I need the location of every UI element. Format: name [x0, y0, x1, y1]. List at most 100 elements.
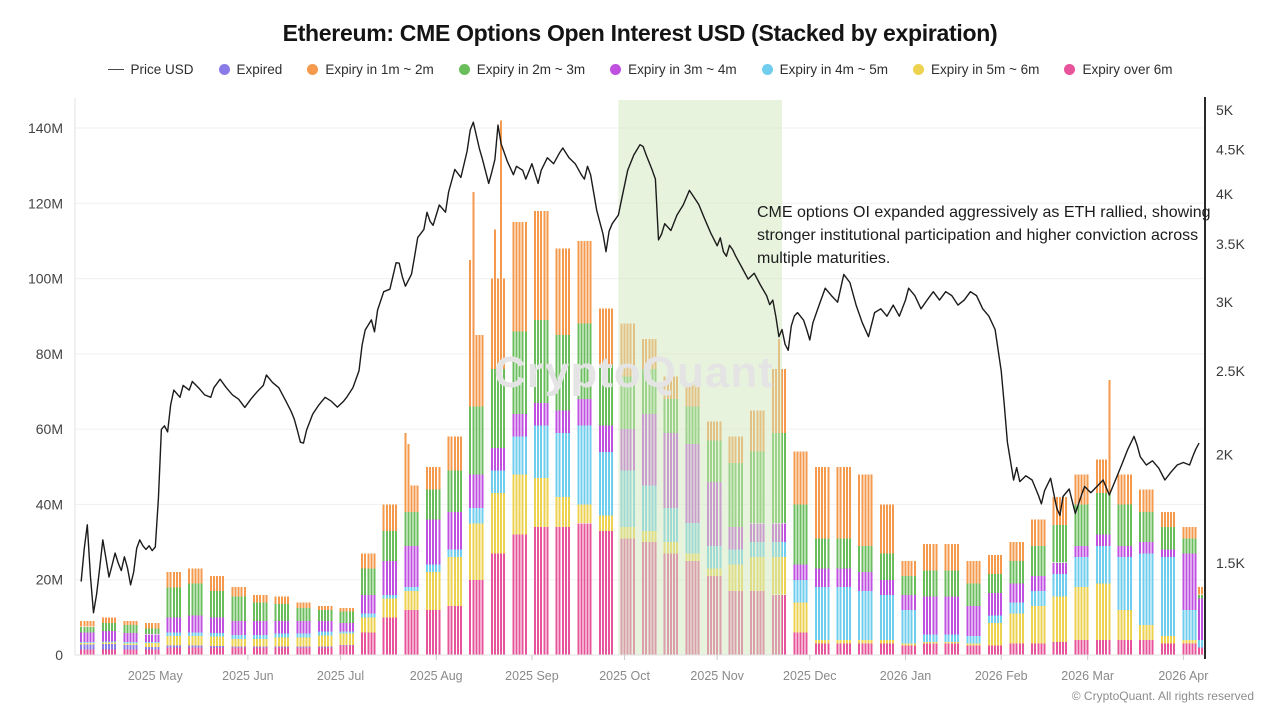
- oi-bar-segment-m5_6: [197, 636, 200, 646]
- oi-bar-segment-m1_2: [493, 278, 496, 369]
- oi-bar-segment-m1_2: [280, 596, 283, 605]
- oi-bar-segment-m5_6: [966, 643, 969, 646]
- oi-bar-segment-m1_2: [534, 210, 536, 320]
- oi-bar-segment-m5_6: [413, 591, 416, 610]
- oi-bar-segment-m2_3: [1167, 527, 1169, 550]
- oi-bar-segment-m1_2: [1129, 474, 1132, 505]
- oi-bar-segment-over_6m: [1194, 643, 1197, 655]
- oi-bar-segment-m3_4: [1040, 576, 1043, 592]
- oi-bar-segment-m4_5: [1031, 591, 1034, 607]
- oi-bar-segment-m1_2: [1015, 542, 1018, 561]
- oi-bar-segment-over_6m: [426, 609, 428, 655]
- oi-bar-segment-m4_5: [111, 641, 113, 643]
- oi-bar-segment-over_6m: [512, 534, 515, 655]
- oi-bar-segment-m5_6: [1123, 609, 1126, 640]
- oi-bar-segment-over_6m: [997, 645, 1000, 655]
- oi-bar-segment-m4_5: [602, 451, 604, 516]
- oi-bar-segment-m4_5: [886, 594, 888, 640]
- oi-bar-segment-m2_3: [459, 470, 462, 512]
- oi-bar-segment-m4_5: [240, 635, 243, 639]
- oi-bar-segment-m2_3: [83, 626, 86, 633]
- oi-bar-segment-expired: [172, 645, 175, 648]
- oi-bar-segment-m1_2: [364, 553, 367, 569]
- oi-bar-segment-m3_4: [978, 606, 981, 637]
- legend-item-expiry-over-6m[interactable]: Expiry over 6m: [1064, 62, 1172, 77]
- legend-item-expiry-in-3m-4m[interactable]: Expiry in 3m ~ 4m: [610, 62, 737, 77]
- oi-bar-segment-m2_3: [861, 545, 864, 573]
- oi-bar-segment-over_6m: [364, 632, 367, 655]
- oi-bar-segment-m3_4: [280, 621, 283, 634]
- oi-bar-segment-over_6m: [175, 647, 178, 655]
- oi-bar-segment-m3_4: [534, 402, 536, 426]
- oi-bar-segment-m4_5: [1129, 557, 1132, 610]
- oi-bar-segment-m1_2: [1062, 496, 1064, 526]
- oi-bar-segment-expired: [200, 645, 203, 648]
- oi-bar-segment-m3_4: [901, 594, 904, 610]
- oi-bar-segment-over_6m: [450, 606, 453, 655]
- oi-bar-segment-m1_2: [608, 308, 611, 366]
- oi-bar-segment-m5_6: [907, 643, 910, 646]
- oi-bar-segment-m2_3: [867, 545, 870, 573]
- oi-bar-segment-m2_3: [848, 538, 851, 569]
- legend-item-expiry-in-1m-2m[interactable]: Expiry in 1m ~ 2m: [307, 62, 434, 77]
- legend-item-expiry-in-4m-5m[interactable]: Expiry in 4m ~ 5m: [761, 62, 888, 77]
- oi-bar-segment-m4_5: [429, 564, 432, 573]
- oi-bar-segment-m2_3: [287, 604, 289, 622]
- oi-bar-segment-m1_2: [429, 466, 432, 490]
- oi-bar-segment-m5_6: [991, 623, 993, 646]
- oi-bar-segment-m4_5: [1145, 553, 1148, 625]
- legend-line-swatch: [107, 69, 124, 70]
- oi-bar-segment-m5_6: [1099, 583, 1101, 640]
- oi-bar-segment-m4_5: [148, 641, 151, 643]
- oi-bar-segment-m2_3: [1182, 538, 1185, 554]
- oi-bar-segment-m3_4: [497, 448, 499, 471]
- oi-bar-segment-m5_6: [546, 478, 549, 527]
- oi-bar-segment-expired: [194, 645, 197, 648]
- legend-item-expiry-in-5m-6m[interactable]: Expiry in 5m ~ 6m: [913, 62, 1039, 77]
- legend-item-expiry-in-2m-3m[interactable]: Expiry in 2m ~ 3m: [458, 62, 585, 77]
- oi-bar-segment-m3_4: [327, 621, 330, 632]
- oi-bar-segment-m2_3: [972, 583, 975, 607]
- oi-bar-segment-m4_5: [577, 425, 580, 505]
- oi-bar-segment-m1_2: [901, 560, 904, 576]
- oi-bar-segment-over_6m: [388, 617, 391, 655]
- oi-bar-segment-over_6m: [296, 647, 299, 655]
- oi-bar-segment-m4_5: [475, 508, 478, 524]
- oi-bar-segment-over_6m: [1200, 647, 1203, 655]
- oi-bar-segment-over_6m: [1040, 643, 1043, 655]
- oi-bar-segment-m2_3: [1160, 527, 1163, 550]
- oi-bar-segment-m5_6: [521, 474, 524, 535]
- oi-bar-segment-over_6m: [345, 645, 348, 655]
- oi-bar-segment-m4_5: [839, 587, 842, 640]
- oi-bar-segment-m4_5: [568, 432, 570, 497]
- oi-bar-segment-m1_2: [86, 621, 89, 627]
- oi-bar-segment-m2_3: [907, 576, 910, 595]
- oi-bar-segment-m4_5: [450, 549, 453, 558]
- oi-bar-segment-m2_3: [450, 470, 453, 512]
- oi-bar-segment-m3_4: [231, 621, 234, 635]
- legend-item-expired[interactable]: Expired: [218, 62, 282, 77]
- oi-bar-segment-over_6m: [861, 643, 864, 655]
- oi-bar-segment-m2_3: [123, 624, 126, 634]
- oi-bar-segment-over_6m: [108, 649, 110, 655]
- oi-bar-segment-m2_3: [1148, 512, 1151, 543]
- oi-bar-segment-m5_6: [382, 598, 385, 618]
- oi-bar-segment-m3_4: [308, 621, 311, 634]
- oi-bar-segment-m5_6: [793, 602, 796, 633]
- oi-bar-segment-m4_5: [994, 615, 997, 623]
- oi-bar-segment-m1_2: [1145, 489, 1148, 512]
- oi-bar-segment-over_6m: [287, 647, 289, 655]
- oi-bar-segment-m3_4: [253, 621, 256, 635]
- oi-bar-segment-m2_3: [1099, 493, 1101, 535]
- oi-bar-segment-m3_4: [842, 568, 845, 588]
- oi-bar-segment-m1_2: [1065, 496, 1068, 526]
- oi-bar-segment-m3_4: [385, 560, 388, 595]
- oi-bar-segment-m4_5: [957, 634, 959, 642]
- oi-bar-segment-expired: [108, 644, 110, 650]
- oi-bar-segment-over_6m: [339, 645, 342, 655]
- oi-bar-segment-over_6m: [231, 647, 234, 655]
- legend-item-price-usd[interactable]: Price USD: [107, 62, 194, 77]
- oi-bar-segment-expired: [154, 646, 157, 650]
- oi-bar-segment-m5_6: [503, 493, 506, 554]
